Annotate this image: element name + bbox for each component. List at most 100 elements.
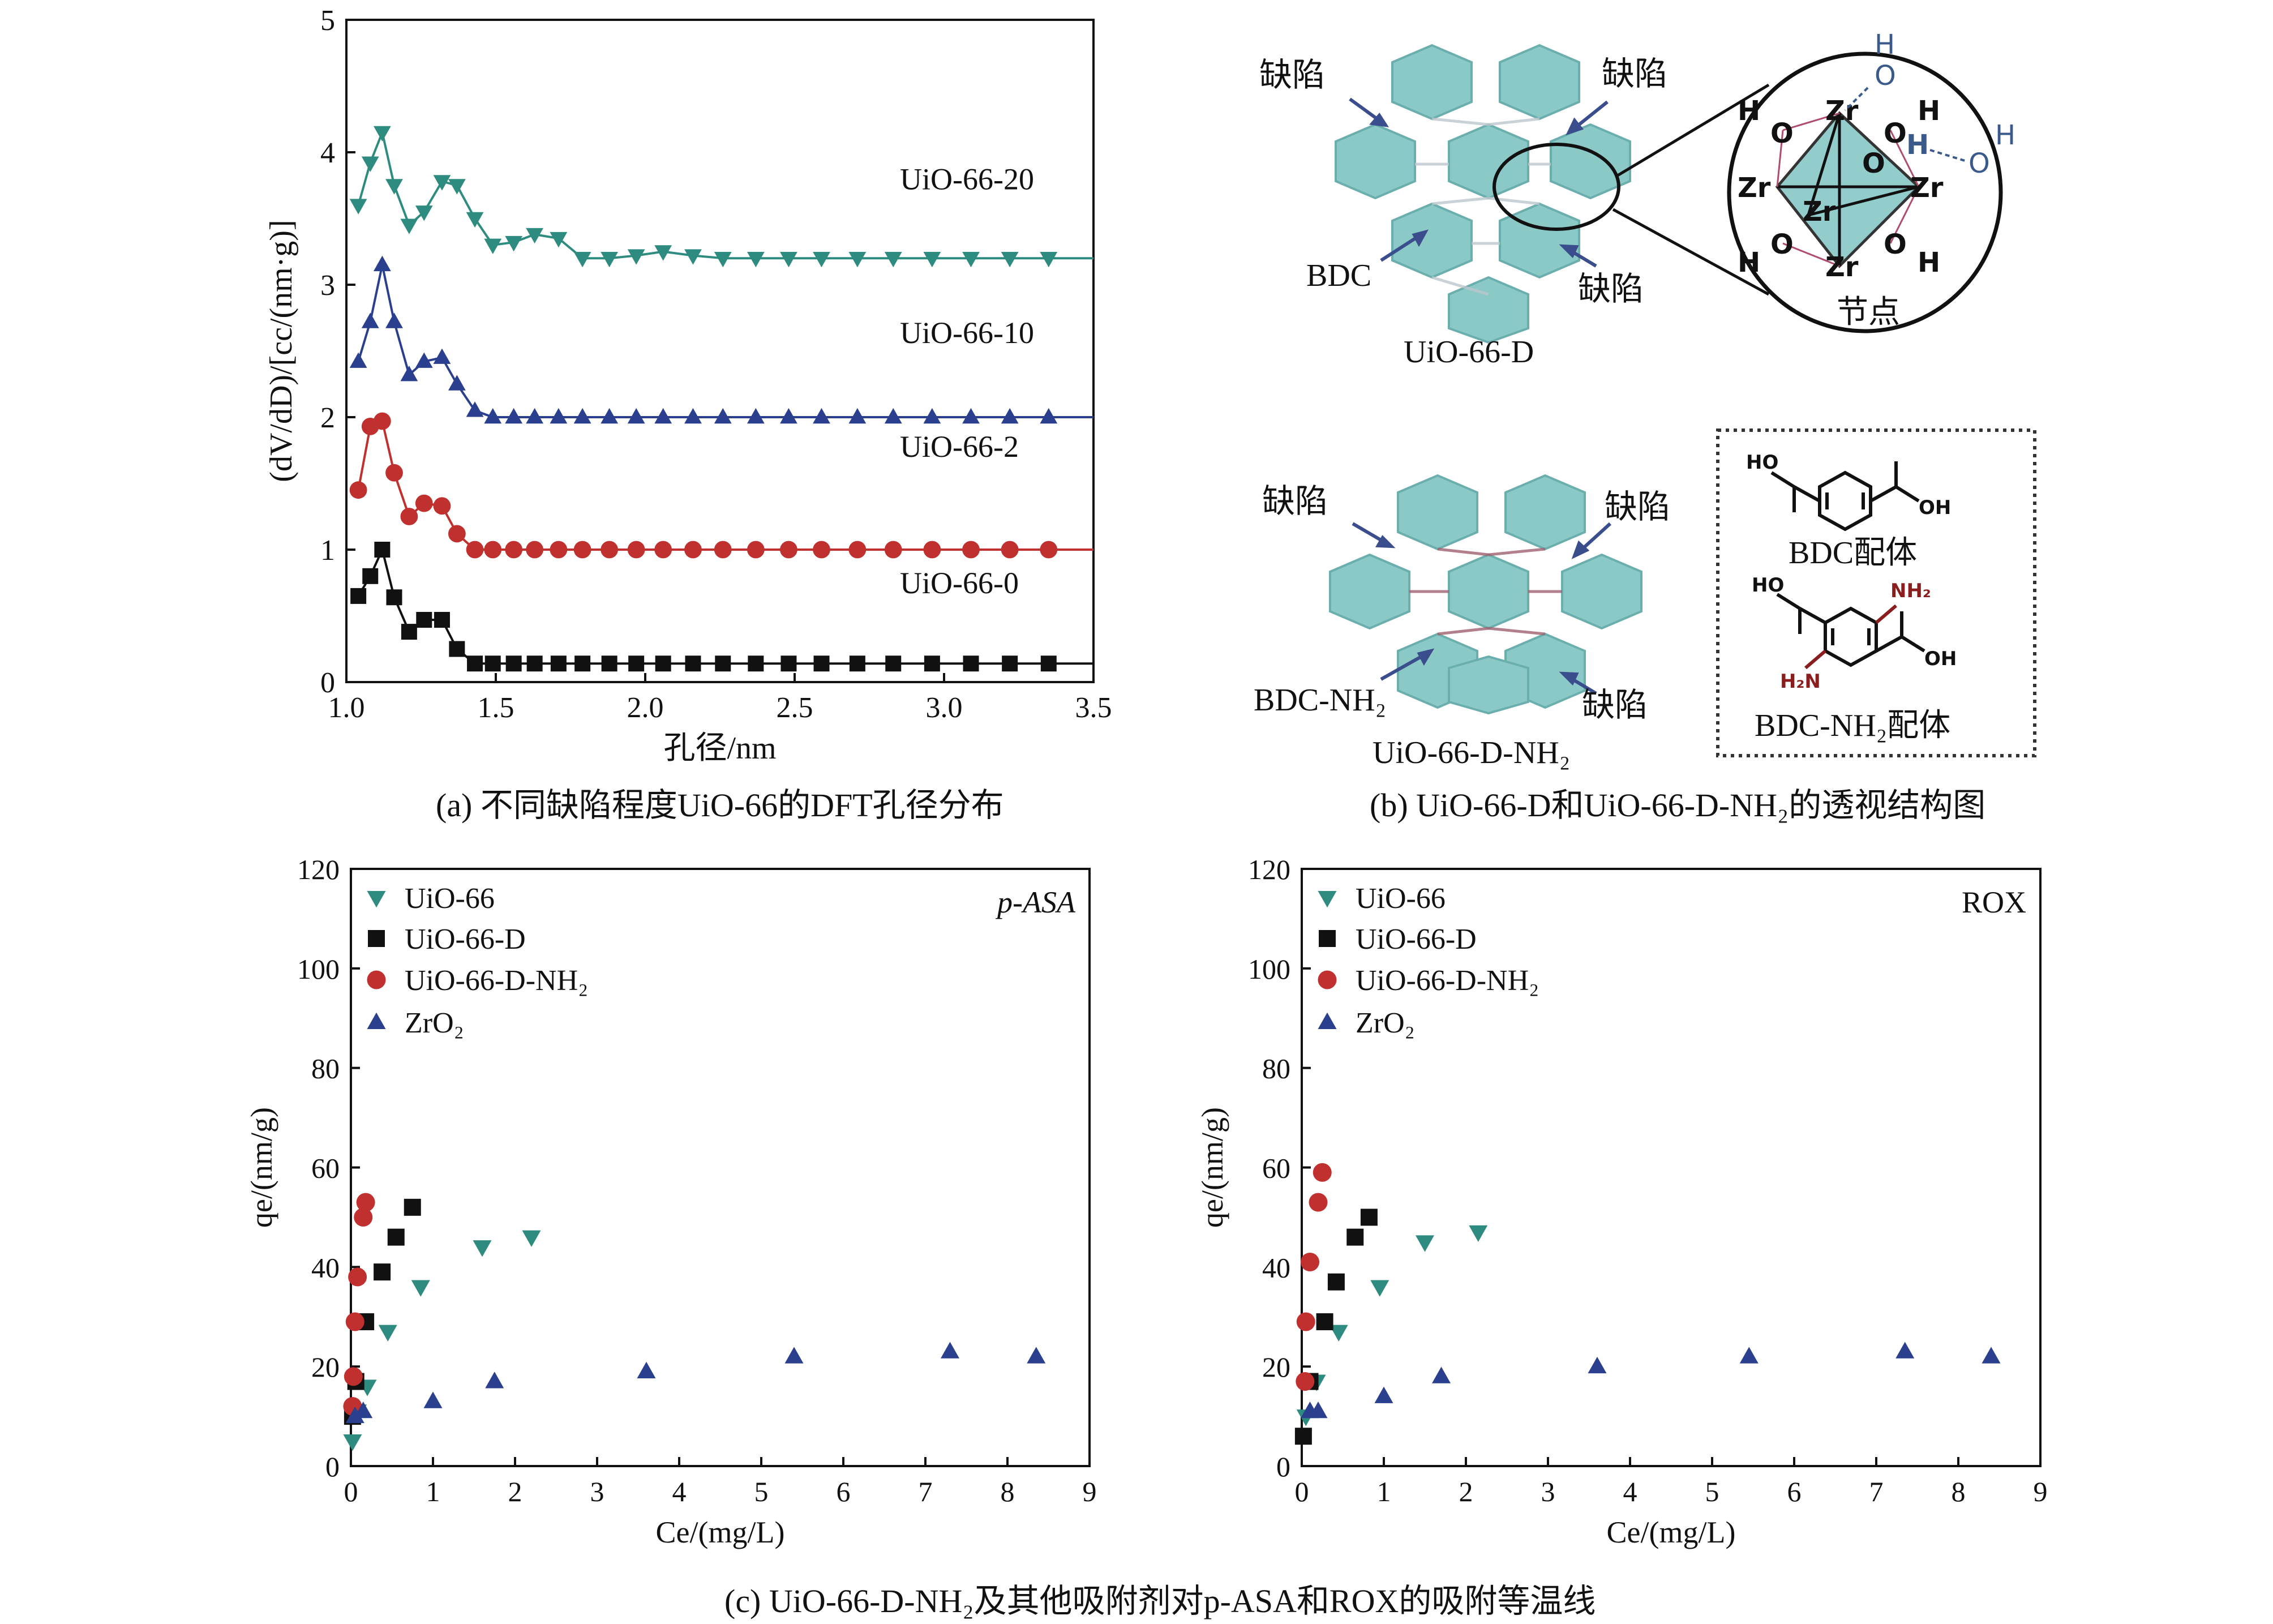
uio-66-d-framework: 缺陷 缺陷 缺陷 BDC UiO-66-D	[1259, 44, 1770, 370]
bdc-nh2-label: BDC-NH₂	[1254, 683, 1386, 718]
nh2-group-label: NH₂	[1890, 580, 1931, 602]
data-point	[884, 541, 902, 559]
data-point	[654, 245, 672, 261]
data-point	[374, 542, 391, 558]
bdc-nh2-ligand-label: BDC-NH₂配体	[1755, 708, 1950, 743]
data-point	[573, 541, 591, 559]
series-3: ZrO₂	[345, 1007, 1046, 1424]
x-tick-label: 5	[1705, 1476, 1719, 1507]
legend-label: UiO-66	[405, 882, 495, 915]
ligand-box: HO OH BDC配体 HO OH NH₂ H₂N	[1716, 429, 2036, 757]
data-point	[466, 212, 484, 228]
data-point	[848, 541, 867, 559]
data-point	[526, 541, 544, 559]
data-point	[1294, 1428, 1312, 1445]
data-point	[448, 375, 466, 391]
x-tick-label: 3	[1541, 1476, 1555, 1507]
data-point	[715, 655, 731, 672]
data-point	[1374, 1386, 1393, 1403]
data-point	[1327, 1273, 1345, 1291]
x-tick-label: 5	[754, 1476, 769, 1507]
data-point	[654, 408, 672, 424]
data-point	[484, 408, 502, 424]
data-point	[780, 541, 797, 559]
data-point	[356, 1193, 375, 1212]
data-point	[601, 252, 619, 268]
series-uio-66-2: UiO-66-2	[349, 412, 1093, 559]
y-tick-label: 2	[320, 402, 335, 434]
rox-isotherm-chart: 0 1 2 3 4 5 6 7 8 9 0 20 40 60 80 100 120 Ce/(mg/L) qe/(nm…	[1195, 854, 2048, 1549]
data-point	[962, 541, 980, 559]
data-point	[550, 408, 568, 424]
data-point	[505, 408, 523, 424]
zr-atom-left: Zr	[1738, 172, 1771, 204]
bdc-oh-label: OH	[1919, 496, 1951, 519]
data-point	[1002, 655, 1018, 672]
legend-label: ZrO₂	[405, 1007, 464, 1039]
data-point	[373, 255, 391, 272]
data-point	[813, 408, 830, 424]
node-label: 节点	[1837, 294, 1900, 331]
data-point	[1370, 1280, 1389, 1297]
series-3: ZrO₂	[1301, 1007, 2001, 1419]
data-point	[373, 126, 391, 142]
x-tick-label: 7	[1869, 1476, 1884, 1507]
x-tick-label: 8	[1952, 1476, 1966, 1507]
data-point	[1301, 1253, 1319, 1272]
data-point	[466, 401, 484, 417]
x-axis-label: Ce/(mg/L)	[656, 1515, 785, 1549]
data-point	[923, 252, 941, 268]
uio-66-d-label: UiO-66-D	[1404, 335, 1534, 370]
chart-title: p-ASA	[995, 885, 1076, 919]
data-point	[714, 541, 732, 559]
data-point	[627, 249, 645, 265]
data-point	[505, 235, 523, 252]
x-tick-label: 1.0	[328, 692, 365, 724]
data-point	[685, 655, 701, 672]
x-tick-label: 2.5	[777, 692, 813, 724]
data-point	[345, 1312, 364, 1331]
data-point	[404, 1198, 421, 1216]
data-point	[1027, 1347, 1046, 1364]
data-point	[344, 1367, 363, 1386]
data-point	[400, 366, 418, 382]
bdc-nh2-oh-label: OH	[1924, 648, 1957, 670]
data-point	[627, 541, 645, 559]
x-tick-label: 8	[1001, 1476, 1015, 1507]
y-tick-label: 4	[320, 137, 335, 169]
series-label: UiO-66-2	[900, 430, 1019, 464]
series-2: UiO-66-D-NH₂	[343, 965, 588, 1416]
data-point	[467, 655, 483, 672]
data-point	[1001, 408, 1019, 424]
x-tick-label: 0	[344, 1476, 358, 1507]
y-tick-label: 0	[325, 1451, 340, 1482]
data-point	[813, 655, 830, 672]
o-atom-2: O	[1884, 118, 1907, 149]
data-point	[485, 1372, 504, 1389]
series-0: UiO-66	[343, 882, 541, 1451]
data-point	[813, 541, 830, 559]
bdc-label: BDC	[1306, 258, 1371, 293]
x-axis-label: Ce/(mg/L)	[1607, 1515, 1736, 1549]
data-point	[573, 252, 591, 268]
h-atom-3: H	[1738, 247, 1760, 278]
data-point	[385, 464, 403, 482]
bdc-nh2-ho-label: HO	[1752, 574, 1784, 597]
legend-label: ZrO₂	[1356, 1007, 1415, 1039]
data-point	[780, 655, 797, 672]
data-point	[354, 1207, 373, 1227]
data-point	[1001, 541, 1019, 559]
data-point	[747, 408, 765, 424]
data-point	[784, 1347, 804, 1364]
y-tick-label: 120	[297, 854, 340, 885]
y-tick-label: 40	[311, 1252, 340, 1283]
defect-label-bottom-bottom: 缺陷	[1582, 685, 1648, 724]
data-point	[1316, 1313, 1333, 1331]
x-tick-label: 4	[672, 1476, 687, 1507]
y-axis-label: (dV/dD)/[cc/(nm·g)]	[264, 220, 299, 482]
data-point	[1040, 541, 1058, 559]
data-point	[848, 252, 867, 268]
x-tick-label: 3.5	[1075, 692, 1112, 724]
data-point	[884, 408, 902, 424]
data-point	[601, 541, 619, 559]
